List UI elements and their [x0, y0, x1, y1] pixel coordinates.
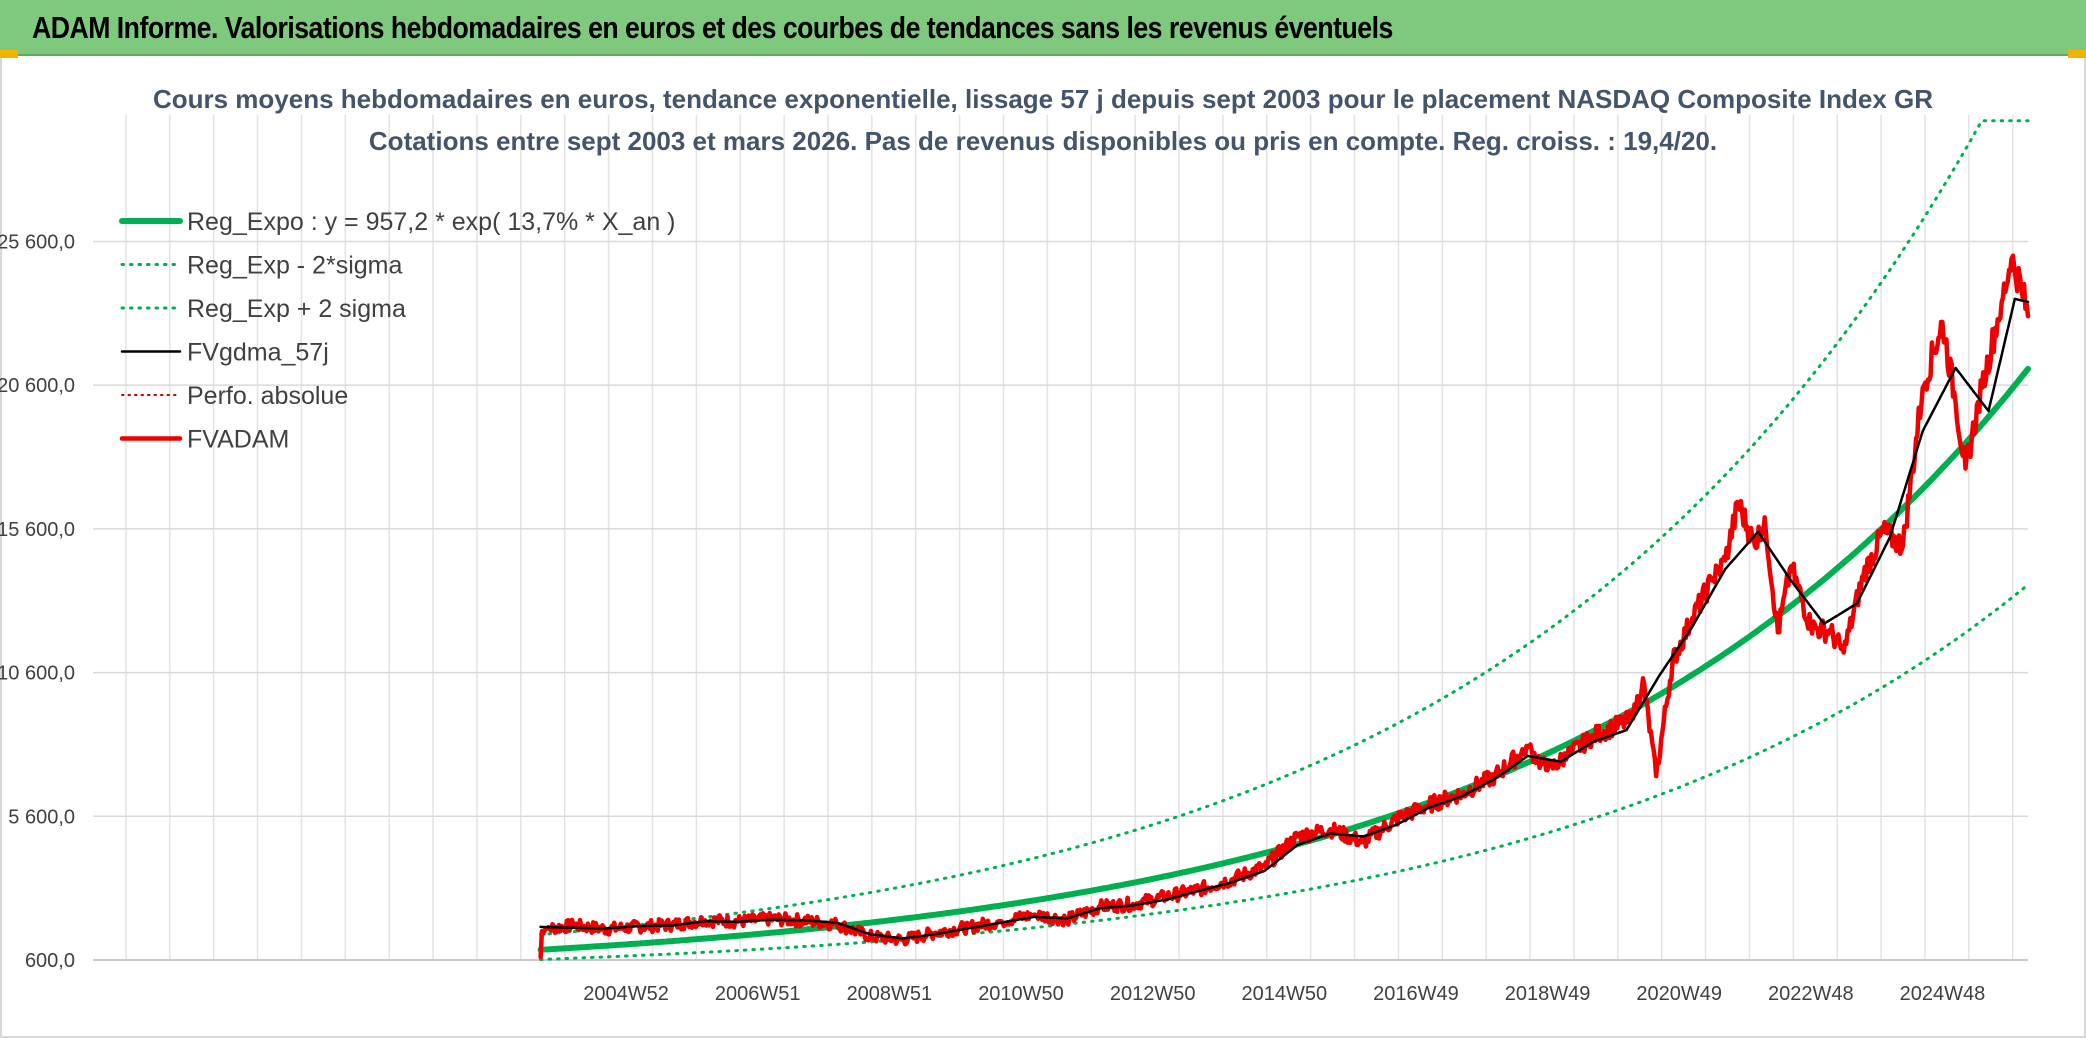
y-tick-label: 5 600,0 — [8, 806, 75, 828]
series-reg-plus-2sigma — [539, 119, 2030, 937]
y-axis: 600,0 5 600,0 10 600,0 15 600,0 20 600,0 25 6… — [0, 231, 75, 972]
series-fvadam — [538, 253, 2031, 960]
x-tick-label: 2020W49 — [1636, 983, 1722, 1005]
legend-label: Reg_Exp - 2*sigma — [187, 252, 402, 280]
legend-label: FVgdma_57j — [187, 339, 329, 367]
legend-label: Reg_Expo : y = 957,2 * exp( 13,7% * X_an… — [187, 208, 676, 236]
x-tick-label: 2010W50 — [978, 983, 1064, 1005]
y-tick-label: 15 600,0 — [0, 519, 75, 541]
y-tick-label: 600,0 — [25, 950, 75, 972]
x-tick-label: 2024W48 — [1900, 983, 1986, 1005]
chart-grid — [93, 115, 2028, 961]
x-tick-label: 2012W50 — [1110, 983, 1196, 1005]
x-tick-label: 2016W49 — [1373, 983, 1459, 1005]
x-tick-label: 2014W50 — [1241, 983, 1327, 1005]
series-reg-minus-2sigma — [539, 583, 2030, 961]
header-bar: ADAM Informe. Valorisations hebdomadaire… — [0, 0, 2086, 56]
chart-title: Cours moyens hebdomadaires en euros, ten… — [153, 84, 1933, 114]
corner-marker-left — [0, 50, 18, 58]
y-tick-label: 25 600,0 — [0, 231, 75, 253]
legend-label: Reg_Exp + 2 sigma — [187, 295, 406, 323]
x-tick-label: 2006W51 — [715, 983, 801, 1005]
x-axis: 2004W52 2006W51 2008W51 2010W50 2012W50 2014W… — [93, 959, 2028, 1005]
series-reg-expo — [537, 365, 2031, 953]
x-tick-label: 2008W51 — [847, 983, 933, 1005]
x-tick-label: 2018W49 — [1505, 983, 1591, 1005]
legend-label: Perfo. absolue — [187, 382, 348, 410]
x-tick-label: 2022W48 — [1768, 983, 1854, 1005]
x-tick-label: 2004W52 — [583, 983, 669, 1005]
y-tick-label: 10 600,0 — [0, 663, 75, 685]
legend-label: FVADAM — [187, 426, 289, 454]
chart-legend: Reg_Expo : y = 957,2 * exp( 13,7% * X_an… — [119, 208, 676, 454]
y-tick-label: 20 600,0 — [0, 375, 75, 397]
corner-marker-right — [2068, 50, 2086, 58]
plot-area — [537, 119, 2031, 961]
chart-subtitle: Cotations entre sept 2003 et mars 2026. … — [369, 126, 1717, 156]
series-fvgdma-57j — [539, 297, 2030, 940]
page-title: ADAM Informe. Valorisations hebdomadaire… — [32, 10, 1393, 45]
